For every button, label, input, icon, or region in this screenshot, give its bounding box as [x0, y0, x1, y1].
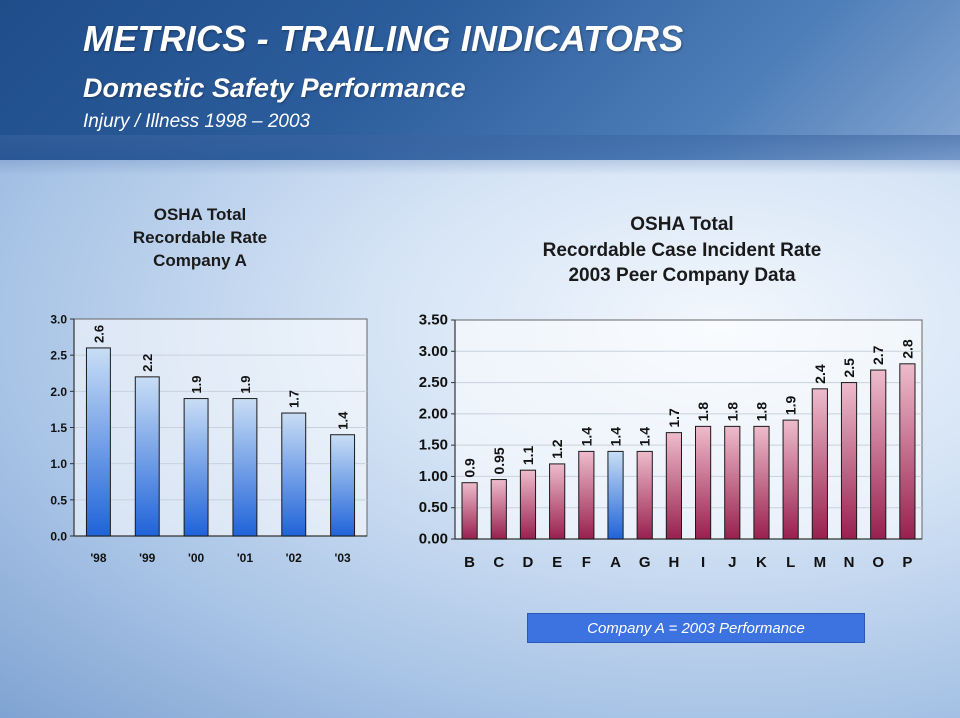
left-y-tick-label: 0.0: [50, 530, 67, 544]
header-band: [0, 135, 960, 175]
right-chart-title: OSHA Total Recordable Case Incident Rate…: [492, 212, 872, 289]
right-y-tick-label: 1.00: [419, 468, 448, 485]
left-y-tick-label: 2.5: [50, 349, 67, 363]
left-value-label: 2.6: [91, 325, 106, 343]
header-background: [0, 0, 960, 160]
left-chart-title: OSHA Total Recordable Rate Company A: [100, 204, 300, 273]
right-category-label: H: [668, 554, 679, 571]
left-y-tick-label: 3.0: [50, 313, 67, 327]
slide-subtitle: Domestic Safety Performance: [83, 73, 466, 103]
right-bar: [724, 425, 741, 540]
left-bar: [330, 434, 356, 537]
right-bar: [782, 419, 799, 540]
left-y-tick-label: 2.0: [50, 385, 67, 399]
left-category-label: '99: [139, 551, 156, 565]
left-value-label: 1.4: [336, 411, 351, 430]
right-value-label: 1.7: [666, 408, 682, 428]
right-bar: [840, 382, 858, 540]
right-category-label: N: [844, 554, 855, 571]
left-value-label: 1.9: [189, 375, 204, 393]
right-bar: [811, 388, 828, 540]
left-bar: [281, 412, 307, 537]
right-y-tick-label: 3.00: [419, 343, 448, 360]
slide-subsubtitle: Injury / Illness 1998 – 2003: [83, 111, 311, 132]
left-chart-title-line: Company A: [153, 250, 247, 270]
right-chart-title-line: 2003 Peer Company Data: [568, 265, 796, 287]
right-value-label: 1.2: [549, 439, 565, 459]
right-category-label: E: [552, 554, 562, 571]
right-value-label: 0.9: [462, 458, 478, 478]
right-y-tick-label: 2.50: [419, 374, 448, 391]
right-category-label: I: [701, 554, 705, 571]
right-bar: [870, 369, 887, 540]
right-value-label: 1.4: [608, 427, 624, 447]
right-category-label: C: [493, 554, 504, 571]
left-bar: [85, 347, 111, 537]
right-bar: [665, 432, 682, 540]
left-category-label: '03: [334, 551, 351, 565]
right-value-label: 2.8: [899, 339, 915, 359]
right-chart-title-line: OSHA Total: [630, 214, 734, 235]
left-chart-title-line: OSHA Total: [153, 205, 247, 224]
right-value-label: 1.9: [783, 395, 799, 415]
right-category-label: J: [728, 554, 736, 571]
right-bar: [753, 425, 770, 540]
left-bar: [183, 398, 209, 537]
right-chart-title-line: Recordable Case Incident Rate: [542, 239, 822, 261]
right-category-label: M: [814, 554, 827, 571]
right-bar-highlight: [607, 450, 624, 540]
right-y-tick-label: 1.50: [419, 437, 448, 454]
right-bar: [549, 463, 566, 540]
left-bar: [232, 398, 258, 537]
left-value-label: 1.7: [287, 390, 302, 408]
right-bar: [578, 450, 595, 540]
right-category-label: D: [523, 554, 534, 571]
right-value-label: 0.95: [491, 447, 507, 474]
left-category-label: '98: [90, 551, 107, 565]
right-category-label: P: [902, 554, 912, 571]
right-value-label: 1.8: [753, 402, 769, 422]
right-value-label: 2.4: [812, 364, 828, 384]
right-category-label: K: [756, 554, 767, 571]
left-category-label: '02: [286, 551, 303, 565]
right-value-label: 1.8: [724, 402, 740, 422]
left-category-label: '00: [188, 551, 205, 565]
right-category-label: O: [872, 554, 884, 571]
right-value-label: 1.8: [695, 402, 711, 422]
left-value-label: 1.9: [238, 375, 253, 393]
company-a-legend-note: Company A = 2003 Performance: [527, 613, 865, 643]
right-category-label: L: [786, 554, 795, 571]
left-bar: [134, 376, 160, 537]
left-category-label: '01: [237, 551, 254, 565]
slide-title: METRICS - TRAILING INDICATORS: [83, 18, 684, 59]
left-y-tick-label: 1.5: [50, 421, 67, 435]
left-value-label: 2.2: [140, 354, 155, 372]
left-chart-title-line: Recordable Rate: [132, 227, 268, 247]
right-category-label: A: [610, 554, 621, 571]
right-value-label: 2.7: [870, 345, 886, 365]
right-bar: [695, 425, 712, 540]
right-y-tick-label: 0.50: [419, 499, 448, 516]
right-category-label: B: [464, 554, 475, 571]
right-value-label: 1.1: [520, 445, 536, 465]
right-category-label: G: [639, 554, 651, 571]
right-bar: [899, 363, 916, 540]
right-y-tick-label: 2.00: [419, 405, 448, 422]
right-category-label: F: [582, 554, 591, 571]
left-y-tick-label: 0.5: [50, 493, 67, 507]
right-value-label: 1.4: [578, 427, 594, 447]
right-bar: [490, 479, 507, 540]
right-value-label: 1.4: [637, 427, 653, 447]
right-y-tick-label: 3.50: [419, 312, 448, 329]
right-value-label: 2.5: [841, 358, 857, 378]
right-y-tick-label: 0.00: [419, 531, 448, 548]
right-bar: [636, 450, 653, 540]
right-bar: [519, 469, 537, 540]
left-y-tick-label: 1.0: [50, 457, 67, 471]
right-bar: [461, 482, 478, 540]
